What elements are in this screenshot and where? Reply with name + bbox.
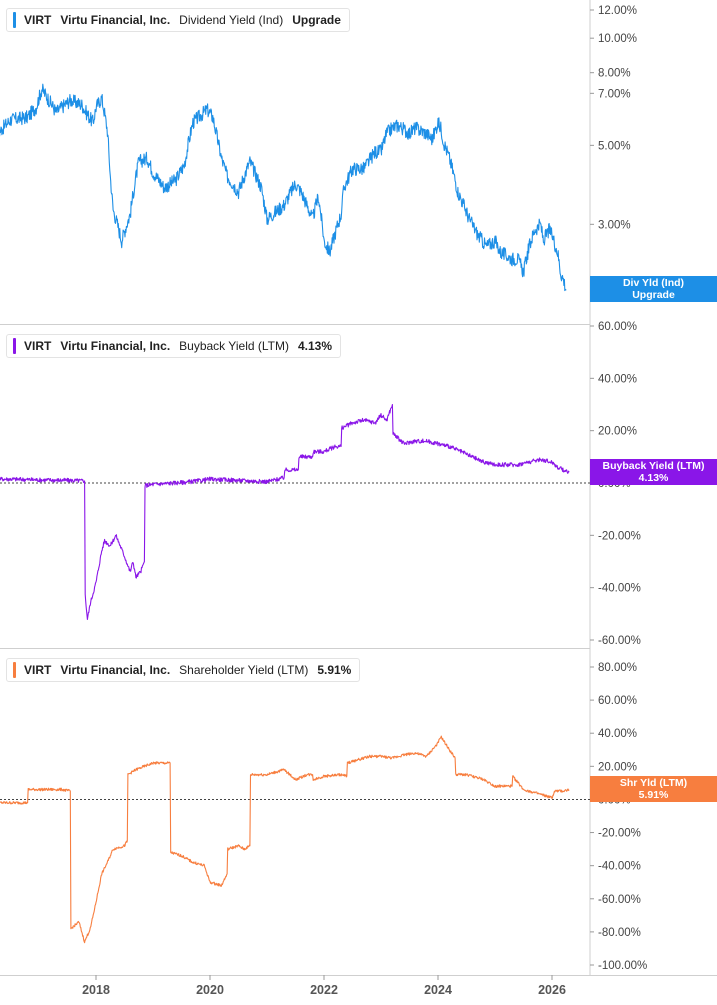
y-tick-label: 7.00%	[598, 88, 631, 100]
y-tick-label: 10.00%	[598, 33, 637, 45]
y-tick-label: 12.00%	[598, 5, 637, 17]
dividend-company: Virtu Financial, Inc.	[60, 13, 171, 27]
dividend-metric: Dividend Yield (Ind)	[179, 13, 284, 27]
buyback-badge-label: Buyback Yield (LTM)	[602, 460, 705, 472]
shareholder-legend[interactable]: VIRT Virtu Financial, Inc. Shareholder Y…	[6, 658, 361, 682]
y-tick-label: -100.00%	[598, 960, 647, 972]
y-tick-label: 20.00%	[598, 761, 637, 773]
y-tick-label: -40.00%	[598, 861, 641, 873]
x-tick-label: 2022	[310, 983, 338, 997]
x-tick-label: 2018	[82, 983, 110, 997]
buyback-series-line	[0, 403, 570, 620]
shareholder-badge-value: 5.91%	[638, 789, 669, 801]
dividend-series-line	[0, 83, 567, 292]
y-tick-label: -60.00%	[598, 635, 641, 647]
y-tick-label: 3.00%	[598, 219, 631, 231]
buyback-metric: Buyback Yield (LTM)	[179, 339, 289, 353]
y-tick-label: -60.00%	[598, 894, 641, 906]
x-tick-label: 2026	[538, 983, 566, 997]
y-tick-label: 80.00%	[598, 662, 637, 674]
y-tick-label: -80.00%	[598, 927, 641, 939]
y-tick-label: -40.00%	[598, 583, 641, 595]
shareholder-badge-label: Shr Yld (LTM)	[619, 777, 688, 789]
shareholder-swatch	[13, 662, 16, 678]
buyback-badge-value: 4.13%	[638, 472, 669, 484]
x-tick-label: 2024	[424, 983, 452, 997]
y-tick-label: 40.00%	[598, 728, 637, 740]
y-tick-label: -20.00%	[598, 828, 641, 840]
buyback-panel: 60.00%40.00%20.00%0.00%-20.00%-40.00%-60…	[0, 321, 641, 647]
shareholder-current: 5.91%	[317, 663, 352, 677]
dividend-swatch	[13, 12, 16, 28]
dividend-ticker: VIRT	[24, 13, 52, 27]
dividend-badge: Div Yld (Ind) Upgrade	[590, 276, 717, 302]
buyback-current: 4.13%	[297, 339, 333, 353]
buyback-company: Virtu Financial, Inc.	[60, 339, 171, 353]
y-tick-label: 60.00%	[598, 321, 637, 333]
dividend-badge-label: Div Yld (Ind)	[622, 277, 685, 289]
shareholder-metric: Shareholder Yield (LTM)	[179, 663, 309, 677]
buyback-ticker: VIRT	[24, 339, 52, 353]
shareholder-panel: 80.00%60.00%40.00%20.00%0.00%-20.00%-40.…	[0, 662, 647, 972]
buyback-legend[interactable]: VIRT Virtu Financial, Inc. Buyback Yield…	[6, 334, 342, 358]
shareholder-ticker: VIRT	[24, 663, 52, 677]
y-tick-label: 8.00%	[598, 68, 631, 80]
buyback-badge: Buyback Yield (LTM) 4.13%	[590, 459, 717, 485]
dividend-current[interactable]: Upgrade	[292, 13, 341, 27]
shareholder-series-line	[0, 735, 570, 944]
shareholder-badge: Shr Yld (LTM) 5.91%	[590, 776, 717, 802]
y-tick-label: 40.00%	[598, 373, 637, 385]
dividend-badge-value: Upgrade	[632, 289, 675, 301]
x-tick-label: 2020	[196, 983, 224, 997]
y-tick-label: 20.00%	[598, 426, 637, 438]
dividend-panel: 12.00%10.00%8.00%7.00%5.00%3.00%2.00%	[0, 5, 637, 294]
y-tick-label: 60.00%	[598, 695, 637, 707]
y-tick-label: -20.00%	[598, 530, 641, 542]
y-tick-label: 5.00%	[598, 140, 631, 152]
dividend-legend[interactable]: VIRT Virtu Financial, Inc. Dividend Yiel…	[6, 8, 350, 32]
shareholder-company: Virtu Financial, Inc.	[60, 663, 171, 677]
buyback-swatch	[13, 338, 16, 354]
